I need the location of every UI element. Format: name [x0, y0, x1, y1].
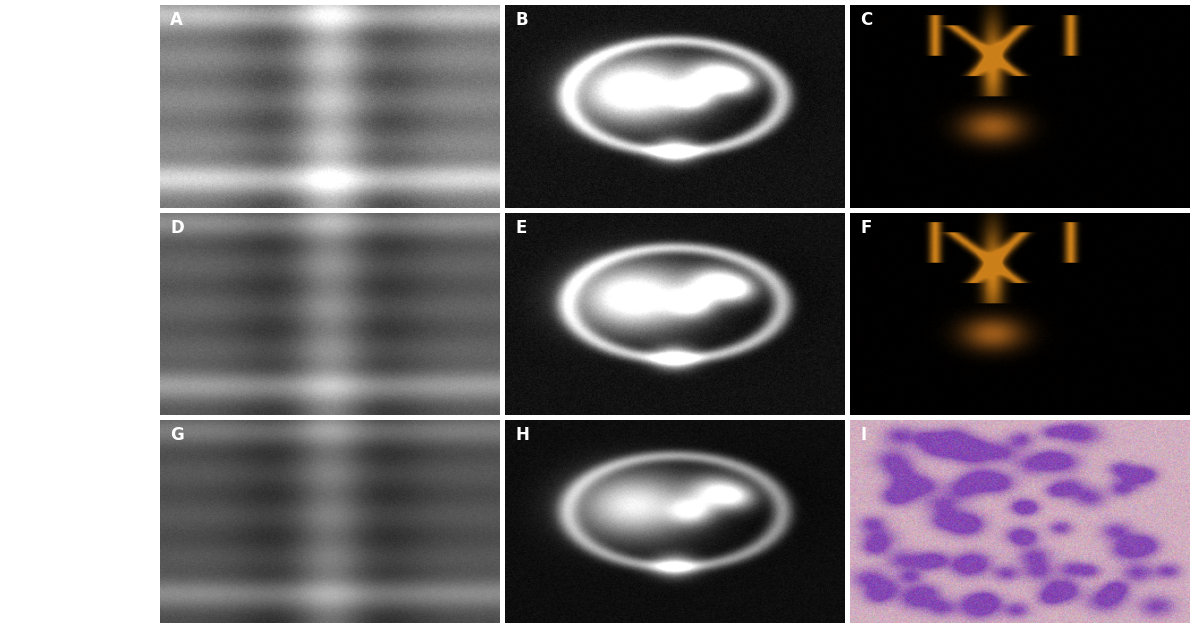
Text: I: I: [860, 426, 866, 445]
Text: F: F: [860, 219, 871, 237]
Text: D: D: [170, 219, 184, 237]
Text: A: A: [170, 11, 184, 29]
Text: H: H: [515, 426, 529, 445]
Text: G: G: [170, 426, 184, 445]
Text: E: E: [515, 219, 527, 237]
Text: C: C: [860, 11, 872, 29]
Text: B: B: [515, 11, 528, 29]
